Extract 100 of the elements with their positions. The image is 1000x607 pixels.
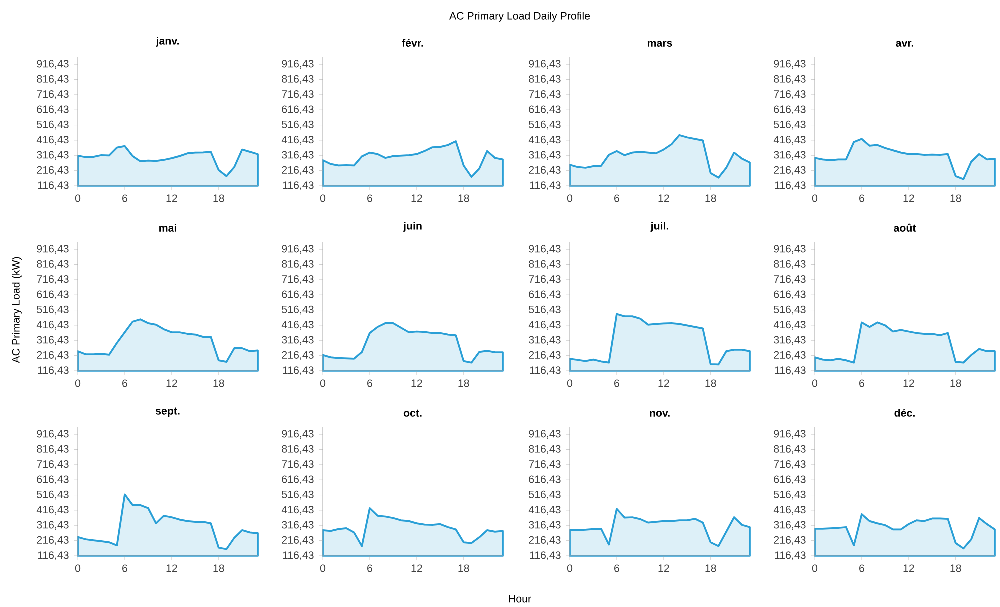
y-tick-label: 616,43 xyxy=(37,106,69,115)
y-tick-label: 416,43 xyxy=(774,506,806,515)
y-tick-label: 816,43 xyxy=(37,260,69,270)
chart-title: avr. xyxy=(896,41,914,47)
x-tick-label: 12 xyxy=(412,564,422,572)
y-tick-label: 816,43 xyxy=(529,445,561,454)
y-tick-label: 516,43 xyxy=(37,120,69,130)
x-tick-label: 12 xyxy=(658,564,670,572)
y-tick-label: 416,43 xyxy=(774,321,806,330)
y-tick-label: 516,43 xyxy=(529,306,561,315)
y-tick-label: 416,43 xyxy=(282,136,314,145)
x-tick-label: 6 xyxy=(122,564,128,572)
y-tick-label: 516,43 xyxy=(282,120,314,130)
y-tick-label: 916,43 xyxy=(37,430,69,439)
y-tick-label: 416,43 xyxy=(528,136,561,145)
y-tick-label: 716,43 xyxy=(37,460,69,470)
y-tick-label: 616,43 xyxy=(774,476,806,484)
y-tick-label: 316,43 xyxy=(37,336,69,346)
y-tick-label: 616,43 xyxy=(282,476,314,484)
chart-title: déc. xyxy=(894,409,915,417)
y-tick-label: 916,43 xyxy=(282,430,314,439)
chart-title: nov. xyxy=(650,411,670,417)
y-tick-label: 716,43 xyxy=(529,460,561,470)
y-tick-label: 516,43 xyxy=(774,120,806,130)
y-tick-label: 116,43 xyxy=(530,366,561,376)
x-tick-label: 18 xyxy=(950,380,962,388)
y-tick-label: 916,43 xyxy=(774,245,806,254)
y-tick-label: 616,43 xyxy=(282,290,314,300)
x-tick-label: 18 xyxy=(458,564,470,572)
x-tick-label: 6 xyxy=(368,194,372,202)
x-tick-label: 0 xyxy=(567,564,573,572)
chart-title: févr. xyxy=(402,39,424,47)
x-tick-label: 18 xyxy=(214,194,224,202)
chart-title: mars xyxy=(648,41,672,47)
x-tick-label: 0 xyxy=(320,194,326,202)
x-tick-label: 6 xyxy=(860,194,864,202)
y-tick-label: 216,43 xyxy=(37,536,69,546)
y-tick-label: 416,43 xyxy=(282,506,314,515)
x-tick-label: 18 xyxy=(458,380,470,388)
y-tick-label: 116,43 xyxy=(283,366,314,376)
x-tick-label: 18 xyxy=(950,194,962,202)
y-tick-label: 916,43 xyxy=(774,60,806,69)
y-tick-label: 316,43 xyxy=(282,336,314,346)
y-tick-label: 916,43 xyxy=(529,245,561,254)
y-tick-label: 316,43 xyxy=(529,336,561,346)
x-tick-label: 12 xyxy=(658,380,670,388)
y-tick-label: 216,43 xyxy=(529,166,561,176)
x-tick-label: 0 xyxy=(320,380,326,388)
x-tick-label: 18 xyxy=(458,194,470,202)
y-tick-label: 816,43 xyxy=(529,260,561,270)
x-tick-label: 12 xyxy=(904,194,914,202)
x-axis-title: Hour xyxy=(509,595,532,603)
y-tick-label: 716,43 xyxy=(529,90,561,100)
x-tick-label: 6 xyxy=(122,194,128,202)
y-tick-label: 716,43 xyxy=(774,460,806,470)
x-tick-label: 18 xyxy=(214,564,224,572)
y-tick-label: 316,43 xyxy=(282,521,314,530)
y-tick-label: 716,43 xyxy=(774,90,806,100)
y-tick-label: 116,43 xyxy=(775,552,806,560)
y-tick-label: 916,43 xyxy=(529,430,561,439)
y-tick-label: 216,43 xyxy=(774,351,806,360)
x-tick-label: 12 xyxy=(166,564,178,572)
y-tick-label: 116,43 xyxy=(38,182,69,190)
x-tick-label: 18 xyxy=(706,380,716,388)
y-tick-label: 716,43 xyxy=(529,276,561,284)
y-tick-label: 716,43 xyxy=(774,276,806,284)
y-tick-label: 816,43 xyxy=(37,75,69,84)
y-tick-label: 816,43 xyxy=(774,445,806,454)
y-tick-label: 916,43 xyxy=(282,60,314,69)
y-tick-label: 816,43 xyxy=(282,445,314,454)
y-axis-title: AC Primary Load (kW) xyxy=(12,257,22,364)
y-tick-label: 616,43 xyxy=(774,106,806,115)
y-tick-label: 216,43 xyxy=(37,166,69,176)
x-tick-label: 0 xyxy=(320,564,326,572)
x-tick-label: 6 xyxy=(860,564,864,572)
y-tick-label: 316,43 xyxy=(774,336,806,346)
y-tick-label: 516,43 xyxy=(282,490,314,500)
y-tick-label: 216,43 xyxy=(282,351,314,360)
y-tick-label: 116,43 xyxy=(530,552,561,560)
x-tick-label: 0 xyxy=(567,380,573,388)
x-tick-label: 12 xyxy=(412,194,422,202)
y-tick-label: 716,43 xyxy=(282,460,314,470)
x-tick-label: 12 xyxy=(904,380,914,388)
chart-title: août xyxy=(894,224,916,232)
y-tick-label: 916,43 xyxy=(282,245,314,254)
chart-title: juil. xyxy=(650,222,668,232)
y-tick-label: 716,43 xyxy=(282,90,314,100)
y-tick-label: 616,43 xyxy=(774,290,806,300)
chart-title: janv. xyxy=(156,36,180,47)
x-tick-label: 18 xyxy=(950,564,962,572)
y-tick-label: 616,43 xyxy=(529,476,561,484)
chart-title: oct. xyxy=(404,410,422,417)
y-tick-label: 216,43 xyxy=(774,166,806,176)
y-tick-label: 616,43 xyxy=(37,476,69,484)
y-tick-label: 616,43 xyxy=(529,106,561,115)
x-tick-label: 0 xyxy=(812,194,818,202)
y-tick-label: 816,43 xyxy=(774,75,806,84)
y-tick-label: 316,43 xyxy=(529,151,561,160)
y-tick-label: 316,43 xyxy=(774,151,806,160)
x-tick-label: 0 xyxy=(812,380,818,388)
